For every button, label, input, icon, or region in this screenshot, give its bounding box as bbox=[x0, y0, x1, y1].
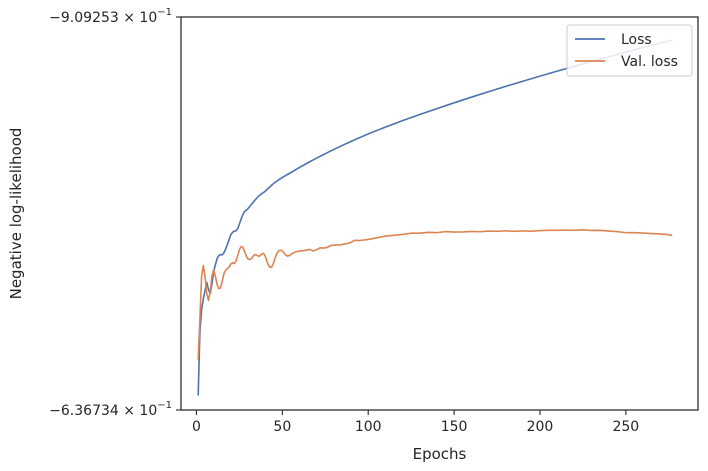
x-axis-ticks: 0 50 100 150 200 250 bbox=[192, 410, 639, 435]
legend-label-0: Loss bbox=[621, 32, 652, 48]
y-tick-label: −6.36734 × 10−1 bbox=[49, 400, 172, 419]
legend-label-1: Val. loss bbox=[621, 54, 678, 70]
series-line-1 bbox=[197, 229, 673, 360]
plot-frame bbox=[180, 16, 699, 411]
x-tick-label: 200 bbox=[527, 419, 554, 435]
x-tick-label: 100 bbox=[355, 419, 382, 435]
y-axis-label: Negative log-likelihood bbox=[7, 128, 25, 300]
legend-box bbox=[566, 24, 693, 77]
x-tick-label: 0 bbox=[192, 419, 201, 435]
x-tick-label: 150 bbox=[441, 419, 468, 435]
series-line-0 bbox=[197, 39, 673, 396]
series-layer bbox=[197, 39, 673, 396]
legend: Loss Val. loss bbox=[566, 24, 693, 77]
x-axis-label: Epochs bbox=[413, 445, 467, 463]
y-axis-ticks: −6.36734 × 10−1 −9.09253 × 10−1 bbox=[49, 7, 181, 419]
y-tick-label: −9.09253 × 10−1 bbox=[49, 7, 172, 26]
x-tick-label: 50 bbox=[273, 419, 291, 435]
x-tick-label: 250 bbox=[612, 419, 639, 435]
